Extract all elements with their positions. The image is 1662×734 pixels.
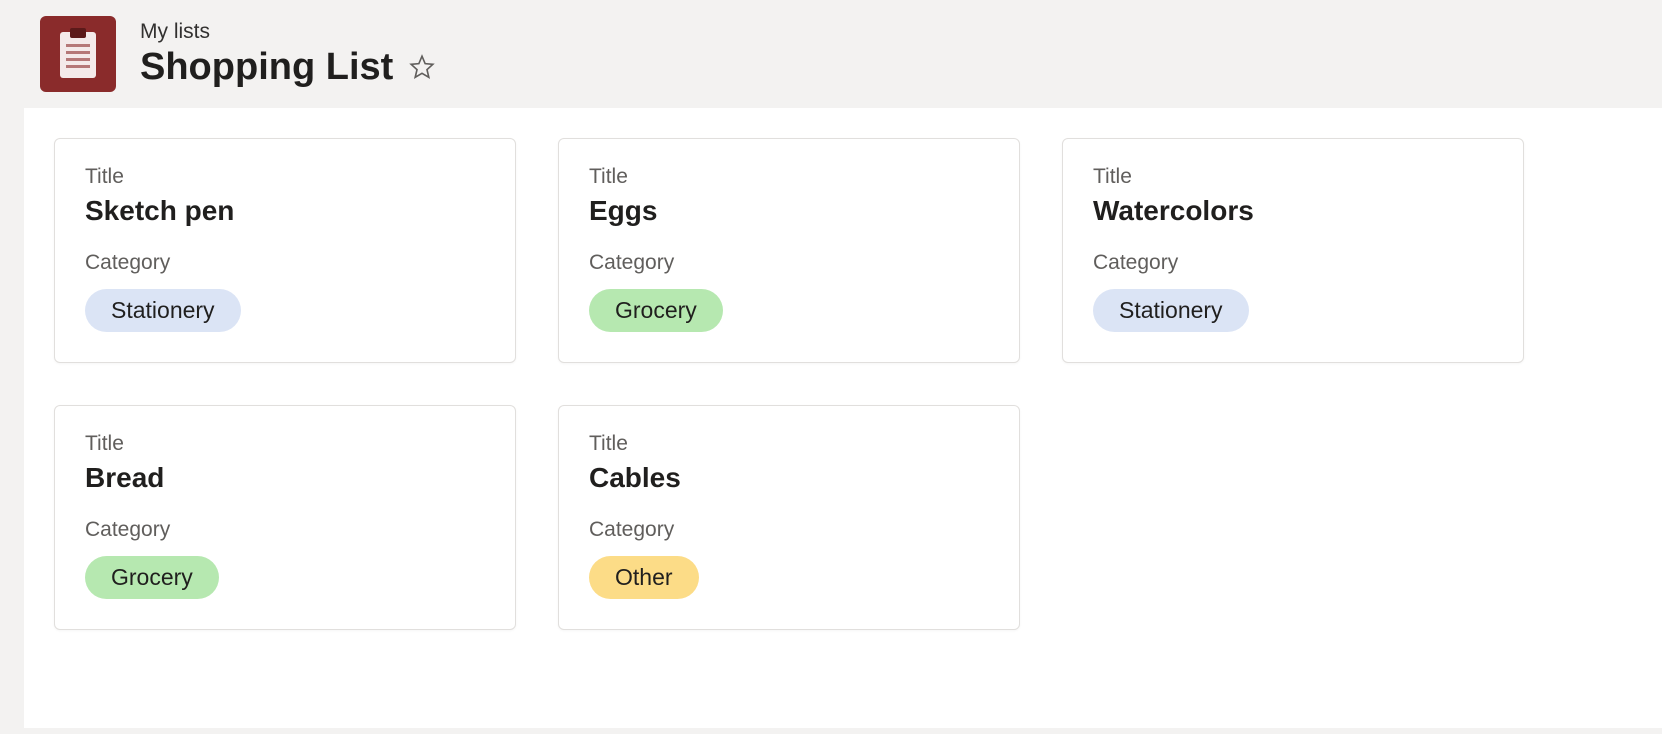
title-field-label: Title [85,165,485,189]
category-field-label: Category [589,251,989,275]
title-field-value: Watercolors [1093,195,1493,227]
category-field-label: Category [589,518,989,542]
title-row: Shopping List [140,46,435,89]
list-item-card[interactable]: Title Eggs Category Grocery [558,138,1020,363]
breadcrumb[interactable]: My lists [140,20,435,44]
favorite-star-icon[interactable] [409,54,435,80]
category-pill: Stationery [1093,289,1249,332]
list-item-card[interactable]: Title Sketch pen Category Stationery [54,138,516,363]
title-field-label: Title [85,432,485,456]
category-pill: Grocery [85,556,219,599]
cards-grid: Title Sketch pen Category Stationery Tit… [54,138,1632,630]
title-field-value: Bread [85,462,485,494]
clipboard-icon [56,28,100,80]
list-app-icon [40,16,116,92]
title-field-label: Title [589,432,989,456]
list-item-card[interactable]: Title Bread Category Grocery [54,405,516,630]
category-pill: Grocery [589,289,723,332]
title-field-label: Title [589,165,989,189]
header-text-block: My lists Shopping List [140,20,435,89]
list-item-card[interactable]: Title Watercolors Category Stationery [1062,138,1524,363]
page-header: My lists Shopping List [0,0,1662,108]
title-field-label: Title [1093,165,1493,189]
title-field-value: Eggs [589,195,989,227]
category-pill: Stationery [85,289,241,332]
category-field-label: Category [85,251,485,275]
list-item-card[interactable]: Title Cables Category Other [558,405,1020,630]
title-field-value: Sketch pen [85,195,485,227]
category-field-label: Category [85,518,485,542]
content-area: Title Sketch pen Category Stationery Tit… [24,108,1662,728]
category-pill: Other [589,556,699,599]
page-title: Shopping List [140,46,393,89]
category-field-label: Category [1093,251,1493,275]
title-field-value: Cables [589,462,989,494]
